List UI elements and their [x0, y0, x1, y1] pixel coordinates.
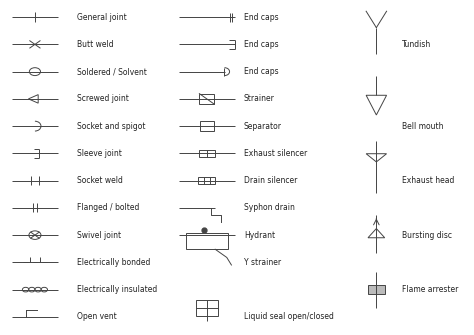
Bar: [368, 285, 385, 294]
Text: Liquid seal open/closed: Liquid seal open/closed: [244, 312, 334, 321]
Bar: [196, 300, 218, 316]
Text: Swivel joint: Swivel joint: [77, 230, 121, 240]
Text: Drain silencer: Drain silencer: [244, 176, 297, 185]
Text: Screwed joint: Screwed joint: [77, 94, 128, 104]
Text: End caps: End caps: [244, 67, 279, 76]
Bar: [186, 233, 228, 249]
Text: Socket and spigot: Socket and spigot: [77, 122, 145, 131]
Bar: [199, 150, 215, 157]
Text: Bursting disc: Bursting disc: [402, 230, 452, 240]
Text: Y strainer: Y strainer: [244, 258, 281, 267]
Text: Flame arrester: Flame arrester: [402, 285, 458, 294]
Text: Bell mouth: Bell mouth: [402, 122, 443, 131]
Text: Electrically bonded: Electrically bonded: [77, 258, 150, 267]
Bar: [199, 177, 215, 184]
Text: Strainer: Strainer: [244, 94, 275, 104]
Text: End caps: End caps: [244, 13, 279, 22]
Text: Electrically insulated: Electrically insulated: [77, 285, 157, 294]
Text: Hydrant: Hydrant: [244, 230, 275, 240]
Text: Butt weld: Butt weld: [77, 40, 113, 49]
Text: Sleeve joint: Sleeve joint: [77, 149, 122, 158]
Text: Soldered / Solvent: Soldered / Solvent: [77, 67, 146, 76]
Text: Separator: Separator: [244, 122, 282, 131]
Text: Tundish: Tundish: [402, 40, 431, 49]
Text: Open vent: Open vent: [77, 312, 117, 321]
Text: General joint: General joint: [77, 13, 127, 22]
Text: End caps: End caps: [244, 40, 279, 49]
Text: Exhaust silencer: Exhaust silencer: [244, 149, 307, 158]
Text: Flanged / bolted: Flanged / bolted: [77, 203, 139, 212]
Text: Syphon drain: Syphon drain: [244, 203, 295, 212]
Text: Socket weld: Socket weld: [77, 176, 123, 185]
Text: Exhaust head: Exhaust head: [402, 176, 454, 185]
